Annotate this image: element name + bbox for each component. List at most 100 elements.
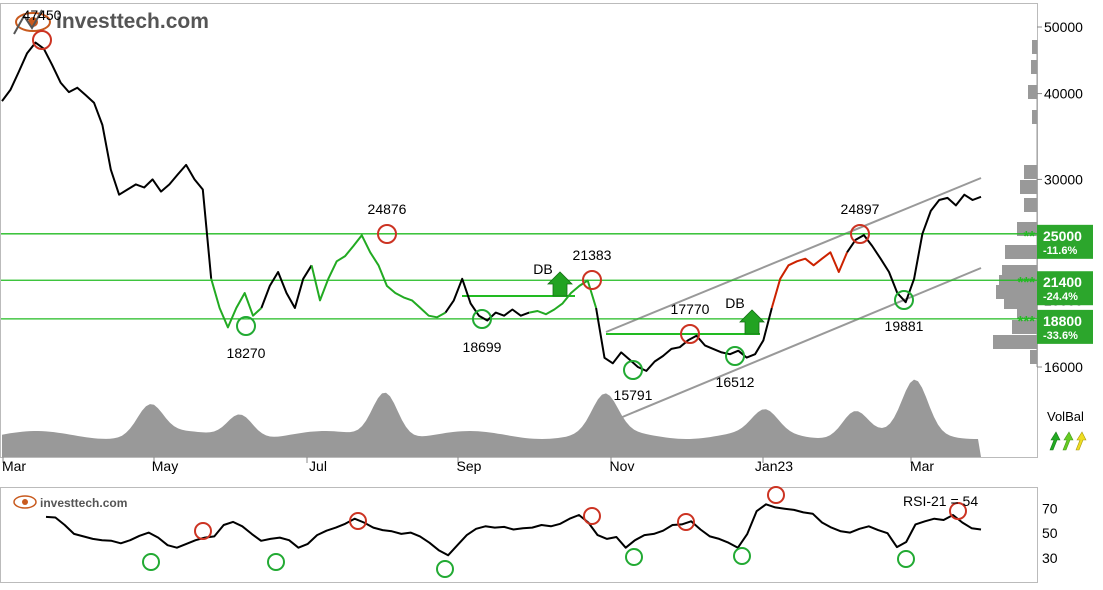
rsi-extreme-annotations [142, 486, 967, 578]
x-tick-label: Mar [910, 458, 934, 474]
extreme-label: 17770 [671, 301, 710, 317]
investtech-logo-small: investtech.com [13, 495, 127, 510]
y-tick-label: 50000 [1044, 19, 1083, 35]
volume-area [2, 379, 981, 457]
extreme-label: 15791 [614, 387, 653, 403]
volume-profile-bar [1030, 350, 1037, 364]
volbal-up-arrow-icon [1075, 431, 1087, 451]
level-stars: ** [1023, 228, 1035, 245]
rsi-line [45, 503, 982, 557]
support-resistance-levels [1, 233, 1037, 320]
peak-marker [850, 224, 870, 244]
pattern-up-arrow-icon [739, 309, 765, 335]
extreme-label: 19881 [885, 318, 924, 334]
price-segment-uptrend [210, 278, 263, 329]
volume-profile [993, 40, 1037, 364]
rsi-peak-marker [677, 513, 695, 531]
level-value: 18800 [1043, 313, 1082, 329]
eye-logo-small-icon [13, 495, 37, 509]
extreme-label: 24897 [841, 201, 880, 217]
extreme-label: 47450 [23, 7, 62, 23]
volbal-up-arrow-icon [1062, 431, 1074, 451]
level-percent: -33.6% [1043, 330, 1078, 342]
volume-profile-bar [993, 335, 1037, 349]
peak-marker [680, 324, 700, 344]
x-tick-label: May [152, 458, 178, 474]
level-box [1037, 224, 1093, 259]
rsi-peak-marker [949, 502, 967, 520]
rsi-trough-marker [625, 548, 643, 566]
investtech-logo: investtech.com [13, 9, 209, 35]
price-segment-downtrend [770, 251, 849, 309]
level-percent: -24.4% [1043, 291, 1078, 303]
trough-marker [894, 290, 914, 310]
level-value: 21400 [1043, 274, 1082, 290]
rsi-trough-marker [733, 547, 751, 565]
rsi-peak-marker [194, 522, 212, 540]
x-tick-label: Jul [309, 458, 327, 474]
volume-profile-bar [1005, 245, 1037, 259]
volume-profile-bar [1024, 165, 1037, 179]
peak-marker [377, 224, 397, 244]
level-box [1037, 309, 1093, 344]
price-segment-uptrend [529, 279, 598, 316]
y-tick-label: 40000 [1044, 86, 1083, 102]
trough-marker [725, 346, 745, 366]
price-segment [444, 277, 530, 322]
volume-profile-bar [1017, 305, 1037, 319]
extreme-label: 21383 [573, 247, 612, 263]
channel-upper-line [605, 177, 982, 333]
rsi-title: RSI-21 = 54 [903, 493, 978, 509]
volbal-label: VolBal [1047, 409, 1084, 424]
pattern-label: DB [725, 295, 744, 311]
extreme-label: 16512 [716, 374, 755, 390]
price-segment [595, 307, 773, 372]
eye-logo-icon [13, 9, 51, 35]
rsi-tick-label: 50 [1042, 525, 1058, 541]
volume-profile-bar [1024, 198, 1037, 212]
rsi-tick-label: 70 [1042, 500, 1058, 516]
price-line [1, 41, 982, 372]
rsi-y-axis: 70 50 30 [1042, 500, 1058, 566]
logo-text-small: investtech.com [40, 496, 127, 510]
rsi-trough-marker [897, 550, 915, 568]
channel-lower-line [619, 267, 982, 419]
price-panel-frame [0, 3, 1038, 458]
rsi-trough-marker [267, 553, 285, 571]
volume-profile-bar [1017, 222, 1037, 236]
level-stars: *** [1017, 313, 1035, 330]
level-labels: ** 25000-11.6% *** 21400-24.4% *** 18800-33.6… [1017, 224, 1093, 344]
price-segment [1, 41, 213, 279]
x-tick-label: Nov [610, 458, 635, 474]
rsi-peak-marker [583, 507, 601, 525]
volbal-up-arrow-icon [1049, 431, 1061, 451]
x-tick-label: Jan23 [755, 458, 793, 474]
x-tick-label: Mar [2, 458, 26, 474]
extreme-label: 18699 [463, 339, 502, 355]
volume-profile-bar [1028, 85, 1037, 99]
price-segment-uptrend [310, 234, 446, 319]
extreme-annotations: 47450 24876 21383 17770 24897 18270 18699 15791… [23, 7, 924, 403]
level-value: 25000 [1043, 228, 1082, 244]
pattern-up-arrow-icon [547, 271, 573, 297]
rsi-trough-marker [436, 560, 454, 578]
level-stars: *** [1017, 274, 1035, 291]
rsi-series-line [45, 503, 982, 557]
extreme-label: 18270 [227, 345, 266, 361]
price-segment [260, 264, 313, 309]
x-tick-label: Sep [457, 458, 482, 474]
volume-area-fill [2, 379, 981, 457]
trough-marker [236, 316, 256, 336]
peak-marker [582, 270, 602, 290]
rsi-tick-label: 30 [1042, 550, 1058, 566]
volume-profile-bar [1032, 40, 1037, 54]
level-box [1037, 271, 1093, 306]
price-y-axis: 5000040000300002000016000 [1037, 19, 1083, 375]
trough-marker [623, 360, 643, 380]
extreme-label: 24876 [368, 201, 407, 217]
logo-text: investtech.com [56, 10, 209, 33]
level-percent: -11.6% [1043, 245, 1077, 257]
peak-marker [32, 30, 52, 50]
rsi-panel-frame [0, 487, 1038, 583]
